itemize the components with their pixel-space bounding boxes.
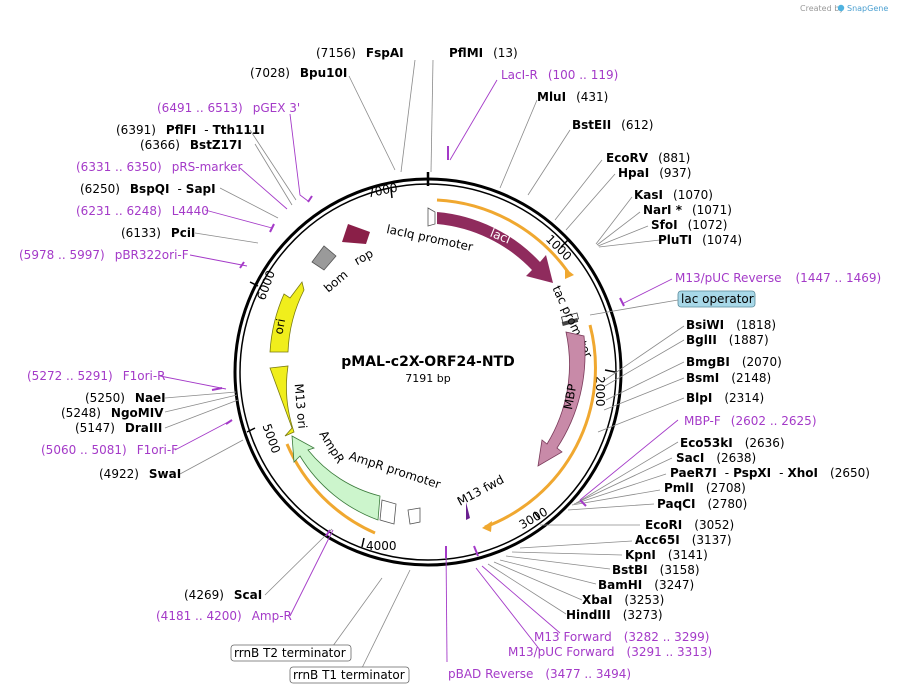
MBP-arrow — [537, 331, 586, 467]
site-bspqi[interactable]: (6250) BspQI - SapI — [80, 182, 216, 196]
rop-label: rop — [352, 246, 376, 268]
site-acc65i[interactable]: Acc65I (3137) — [635, 533, 732, 547]
site-saci[interactable]: SacI (2638) — [676, 451, 756, 465]
rrnb-t2-terminator-box[interactable] — [230, 644, 352, 662]
ampr-orange-arc — [285, 443, 376, 535]
tac-promoter-glyph — [561, 317, 579, 327]
site-bmgbi[interactable]: BmgBI (2070) — [686, 355, 782, 369]
rop-arrow — [342, 224, 370, 244]
terminator-glyph — [407, 507, 421, 525]
site-pmli[interactable]: PmlI (2708) — [664, 481, 746, 495]
site-paqci[interactable]: PaqCI (2780) — [657, 497, 747, 511]
lac-operator-box[interactable] — [677, 290, 756, 308]
site-mlui[interactable]: MluI (431) — [537, 90, 608, 104]
rrnb-t1-terminator-label: rrnB T1 terminator — [293, 668, 405, 682]
primer-laci-r[interactable]: LacI-R (100 .. 119) — [501, 68, 618, 82]
tick-4000: 4000 — [366, 539, 397, 553]
site-kpni[interactable]: KpnI (3141) — [625, 548, 708, 562]
site-scai[interactable]: (4269) ScaI — [184, 588, 262, 602]
tick-7000: 7000 — [366, 180, 399, 200]
primer-ticks — [211, 146, 625, 558]
plasmid-name: pMAL-c2X-ORF24-NTD — [341, 354, 514, 370]
site-blpi[interactable]: BlpI (2314) — [686, 391, 764, 405]
site-bstz17i[interactable]: (6366) BstZ17I — [140, 138, 242, 152]
primer-pbr322ori-f[interactable]: (5978 .. 5997) pBR322ori-F — [19, 248, 189, 262]
site-bsteii[interactable]: BstEII (612) — [572, 118, 653, 132]
M13-ori-label: M13 ori — [292, 383, 310, 429]
site-hpai[interactable]: HpaI (937) — [618, 166, 691, 180]
primer-pgex-3[interactable]: (6491 .. 6513) pGEX 3' — [157, 101, 300, 115]
site-fspai[interactable]: (7156) FspAI — [316, 46, 404, 60]
AmpR-label: AmpR — [316, 428, 347, 466]
tick-5000: 5000 — [260, 422, 284, 455]
site-paer7i[interactable]: PaeR7I - PspXI - XhoI (2650) — [670, 466, 870, 480]
site-pflfi[interactable]: (6391) PflFI - Tth111I — [116, 123, 265, 137]
leader-lines — [159, 59, 685, 673]
site-bsiwi[interactable]: BsiWI (1818) — [686, 318, 776, 332]
rrnb-t2-terminator-label: rrnB T2 terminator — [234, 646, 346, 660]
credit-brand: SnapGene — [847, 4, 888, 13]
site-kasi[interactable]: KasI (1070) — [634, 188, 713, 202]
primer-mbp-f[interactable]: MBP-F (2602 .. 2625) — [684, 414, 817, 428]
snapgene-logo-icon — [837, 4, 845, 12]
rrnb-t1-terminator-box[interactable] — [289, 666, 410, 684]
site-ecorv[interactable]: EcoRV (881) — [606, 151, 690, 165]
lac-operator-label: lac operator — [681, 292, 754, 306]
primer-m13-puc-reverse[interactable]: M13/pUC Reverse (1447 .. 1469) — [675, 271, 881, 285]
lacI-arrow — [437, 212, 553, 283]
ampr-promoter-label: AmpR promoter — [347, 449, 442, 492]
site-bamhi[interactable]: BamHI (3247) — [598, 578, 694, 592]
credit-prefix: Created by — [800, 4, 844, 13]
lacI-orange-arc — [436, 198, 570, 273]
mbp-orange-arc — [484, 324, 597, 529]
primer-f1ori-f[interactable]: (5060 .. 5081) F1ori-F — [41, 443, 178, 457]
primer-amp-r[interactable]: (4181 .. 4200) Amp-R — [156, 609, 292, 623]
site-naei[interactable]: (5250) NaeI — [85, 391, 166, 405]
laci-orange-arrowhead — [565, 268, 574, 279]
AmpR-arrow — [291, 435, 381, 521]
lacIq-promoter-arrow — [427, 207, 436, 227]
primer-pbad-reverse[interactable]: pBAD Reverse (3477 .. 3494) — [448, 667, 631, 681]
site-swai[interactable]: (4922) SwaI — [99, 467, 181, 481]
tick-6000: 6000 — [254, 268, 278, 301]
M13-ori-arrow — [269, 365, 295, 437]
primer-l4440[interactable]: (6231 .. 6248) L4440 — [76, 204, 209, 218]
site-pcii[interactable]: (6133) PciI — [121, 226, 195, 240]
site-ecori[interactable]: EcoRI (3052) — [645, 518, 734, 532]
site-xbai[interactable]: XbaI (3253) — [582, 593, 664, 607]
site-pflmi[interactable]: PflMI (13) — [449, 46, 518, 60]
site-sfoi[interactable]: SfoI (1072) — [651, 218, 727, 232]
primer-f1ori-r[interactable]: (5272 .. 5291) F1ori-R — [27, 369, 166, 383]
m13-fwd-label: M13 fwd — [455, 472, 507, 508]
site-eco53ki[interactable]: Eco53kI (2636) — [680, 436, 785, 450]
tick-2000: 2000 — [593, 376, 607, 407]
plasmid-length: 7191 bp — [405, 372, 450, 385]
mbp-orange-arrowhead — [482, 521, 492, 532]
site-ngomiv[interactable]: (5248) NgoMIV — [61, 406, 164, 420]
ori-label: ori — [272, 318, 288, 336]
site-bglii[interactable]: BglII (1887) — [686, 333, 769, 347]
ampr-promoter-arrow — [379, 499, 397, 525]
primer-m13-forward[interactable]: M13 Forward (3282 .. 3299) — [534, 630, 709, 644]
site-hindiii[interactable]: HindIII (3273) — [566, 608, 663, 622]
primer-prs-marker[interactable]: (6331 .. 6350) pRS-marker — [76, 160, 242, 174]
m13-fwd-arrow — [466, 502, 470, 520]
bom-label: bom — [321, 267, 350, 295]
site-pluti[interactable]: PluTI (1074) — [658, 233, 742, 247]
site-bsmi[interactable]: BsmI (2148) — [686, 371, 771, 385]
site-nari[interactable]: NarI * (1071) — [643, 203, 732, 217]
site-bpu10i[interactable]: (7028) Bpu10I — [250, 66, 347, 80]
ori-arrow — [269, 281, 305, 353]
bom-block — [311, 245, 337, 271]
site-draiii[interactable]: (5147) DraIII — [75, 421, 162, 435]
primer-m13-puc-forward[interactable]: M13/pUC Forward (3291 .. 3313) — [508, 645, 712, 659]
site-bstbi[interactable]: BstBI (3158) — [612, 563, 700, 577]
MBP-label: MBP — [561, 383, 579, 411]
